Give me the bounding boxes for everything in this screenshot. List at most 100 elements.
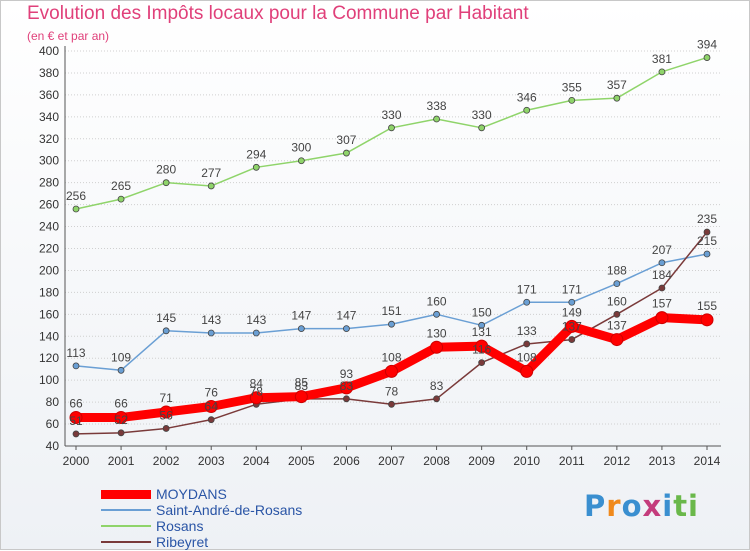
point-moydans-2006 [339, 381, 353, 395]
point-saint_andre-2012 [613, 280, 621, 288]
point-saint_andre-2010 [523, 298, 531, 306]
legend-swatch-rosans [101, 525, 151, 527]
x-tick-label-2008: 2008 [423, 454, 450, 468]
data-label-saint_andre-2006: 147 [336, 309, 356, 323]
legend-label-saint-andre: Saint-André-de-Rosans [156, 502, 303, 518]
proxiti-logo: Proxiti [584, 489, 699, 523]
chart-title: Evolution des Impôts locaux pour la Comm… [27, 3, 529, 24]
data-label-saint_andre-2009: 150 [472, 305, 492, 319]
legend-label-rosans: Rosans [156, 518, 204, 534]
data-label-ribeyret-2003: 64 [205, 400, 219, 414]
data-label-moydans-2000: 66 [69, 396, 83, 410]
point-ribeyret-2003 [207, 416, 215, 424]
y-tick-label-260: 260 [39, 198, 59, 212]
data-label-rosans-2004: 294 [246, 147, 266, 161]
point-ribeyret-2009 [478, 359, 486, 367]
data-label-rosans-2005: 300 [291, 141, 311, 155]
x-tick-label-2005: 2005 [288, 454, 315, 468]
data-label-rosans-2000: 256 [66, 189, 86, 203]
y-tick-label-200: 200 [39, 263, 59, 277]
point-saint_andre-2013 [658, 259, 666, 267]
y-tick-label-320: 320 [39, 132, 59, 146]
data-label-ribeyret-2004: 78 [250, 384, 264, 398]
x-tick-label-2006: 2006 [333, 454, 360, 468]
data-label-ribeyret-2010: 133 [517, 324, 537, 338]
point-saint_andre-2008 [433, 310, 440, 318]
point-saint_andre-2001 [117, 366, 125, 374]
point-rosans-2006 [343, 149, 350, 157]
point-moydans-2004 [249, 391, 263, 405]
data-label-ribeyret-2014: 235 [697, 212, 717, 226]
point-ribeyret-2010 [523, 340, 531, 348]
data-label-saint_andre-2001: 109 [111, 350, 131, 364]
point-moydans-2008 [430, 340, 444, 354]
data-label-rosans-2008: 338 [427, 99, 447, 113]
data-label-moydans-2001: 66 [114, 396, 128, 410]
data-label-rosans-2012: 357 [607, 78, 627, 92]
x-tick-label-2012: 2012 [604, 454, 631, 468]
x-tick-label-2002: 2002 [153, 454, 180, 468]
y-tick-label-240: 240 [39, 220, 59, 234]
data-label-ribeyret-2005: 83 [295, 379, 309, 393]
y-tick-label-120: 120 [39, 351, 59, 365]
point-rosans-2013 [658, 68, 666, 76]
point-saint_andre-2002 [162, 327, 170, 335]
point-saint_andre-2009 [478, 321, 486, 329]
data-label-ribeyret-2012: 160 [607, 294, 627, 308]
point-saint_andre-2000 [72, 362, 80, 370]
data-label-ribeyret-2007: 78 [385, 384, 399, 398]
data-label-moydans-2006: 93 [340, 367, 354, 381]
data-label-ribeyret-2008: 83 [430, 379, 444, 393]
point-ribeyret-2008 [433, 395, 440, 403]
point-rosans-2012 [613, 94, 621, 102]
data-label-saint_andre-2011: 171 [562, 282, 582, 296]
point-ribeyret-2007 [388, 400, 395, 408]
data-label-ribeyret-2011: 137 [562, 320, 582, 334]
point-moydans-2005 [294, 390, 308, 404]
point-moydans-2014 [700, 313, 714, 327]
data-label-rosans-2011: 355 [562, 80, 582, 94]
point-rosans-2011 [568, 96, 576, 104]
point-rosans-2003 [207, 182, 215, 190]
point-moydans-2001 [114, 410, 128, 424]
x-tick-label-2009: 2009 [468, 454, 495, 468]
point-ribeyret-2014 [703, 228, 711, 236]
data-label-moydans-2002: 71 [159, 391, 173, 405]
point-ribeyret-2002 [162, 425, 170, 432]
data-label-rosans-2013: 381 [652, 52, 672, 66]
point-ribeyret-2001 [117, 429, 125, 437]
point-rosans-2007 [388, 124, 395, 132]
point-rosans-2010 [523, 106, 531, 114]
legend-swatch-ribeyret [101, 541, 151, 543]
data-label-moydans-2005: 85 [295, 376, 309, 390]
point-moydans-2011 [565, 319, 579, 333]
data-label-moydans-2003: 76 [205, 386, 219, 400]
data-label-saint_andre-2008: 160 [427, 294, 447, 308]
data-label-saint_andre-2010: 171 [517, 282, 537, 296]
x-tick-label-2013: 2013 [649, 454, 676, 468]
point-moydans-2012 [610, 333, 624, 347]
data-label-ribeyret-2009: 116 [472, 343, 491, 357]
y-tick-label-380: 380 [39, 66, 59, 80]
data-label-ribeyret-2006: 83 [340, 379, 354, 393]
point-saint_andre-2007 [388, 320, 395, 328]
y-tick-label-340: 340 [39, 110, 59, 124]
point-rosans-2001 [117, 195, 125, 203]
data-label-moydans-2013: 157 [652, 297, 672, 311]
legend-swatch-saint-andre [101, 509, 151, 511]
data-label-moydans-2008: 130 [427, 326, 447, 340]
data-label-rosans-2006: 307 [336, 133, 356, 147]
point-saint_andre-2004 [252, 329, 260, 337]
point-saint_andre-2005 [297, 325, 305, 332]
y-tick-label-280: 280 [39, 176, 59, 190]
point-rosans-2009 [478, 124, 486, 132]
point-rosans-2008 [433, 115, 440, 123]
data-label-rosans-2001: 265 [111, 179, 131, 193]
point-ribeyret-2012 [613, 310, 621, 318]
data-label-moydans-2007: 108 [381, 350, 401, 364]
point-moydans-2003 [204, 400, 218, 413]
y-tick-label-160: 160 [39, 307, 59, 321]
data-label-ribeyret-2000: 51 [69, 414, 83, 428]
